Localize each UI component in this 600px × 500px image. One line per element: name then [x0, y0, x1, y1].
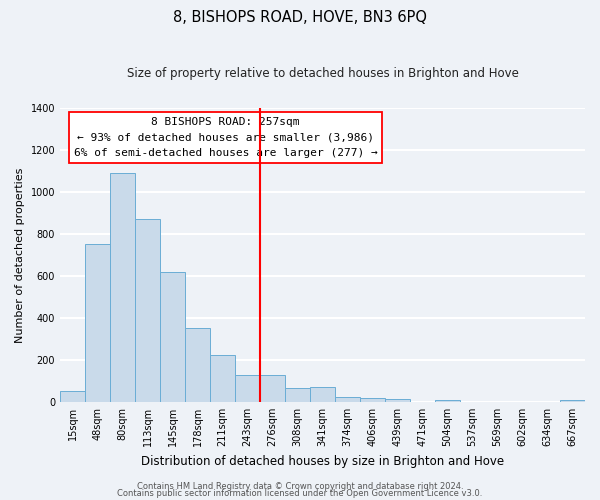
Bar [60, 392, 85, 402]
Y-axis label: Number of detached properties: Number of detached properties [15, 168, 25, 342]
Bar [260, 374, 285, 402]
X-axis label: Distribution of detached houses by size in Brighton and Hove: Distribution of detached houses by size … [141, 454, 504, 468]
Bar [310, 387, 335, 402]
Text: 8 BISHOPS ROAD: 257sqm
← 93% of detached houses are smaller (3,986)
6% of semi-d: 8 BISHOPS ROAD: 257sqm ← 93% of detached… [74, 117, 377, 158]
Bar [135, 220, 160, 402]
Text: Contains HM Land Registry data © Crown copyright and database right 2024.: Contains HM Land Registry data © Crown c… [137, 482, 463, 491]
Bar [110, 173, 135, 402]
Bar [360, 398, 385, 402]
Bar [560, 400, 585, 402]
Bar [210, 354, 235, 402]
Text: Contains public sector information licensed under the Open Government Licence v3: Contains public sector information licen… [118, 489, 482, 498]
Bar [85, 244, 110, 402]
Text: 8, BISHOPS ROAD, HOVE, BN3 6PQ: 8, BISHOPS ROAD, HOVE, BN3 6PQ [173, 10, 427, 25]
Bar [185, 328, 210, 402]
Bar [335, 396, 360, 402]
Bar [385, 399, 410, 402]
Bar [160, 272, 185, 402]
Bar [285, 388, 310, 402]
Bar [235, 374, 260, 402]
Title: Size of property relative to detached houses in Brighton and Hove: Size of property relative to detached ho… [127, 68, 518, 80]
Bar [435, 400, 460, 402]
